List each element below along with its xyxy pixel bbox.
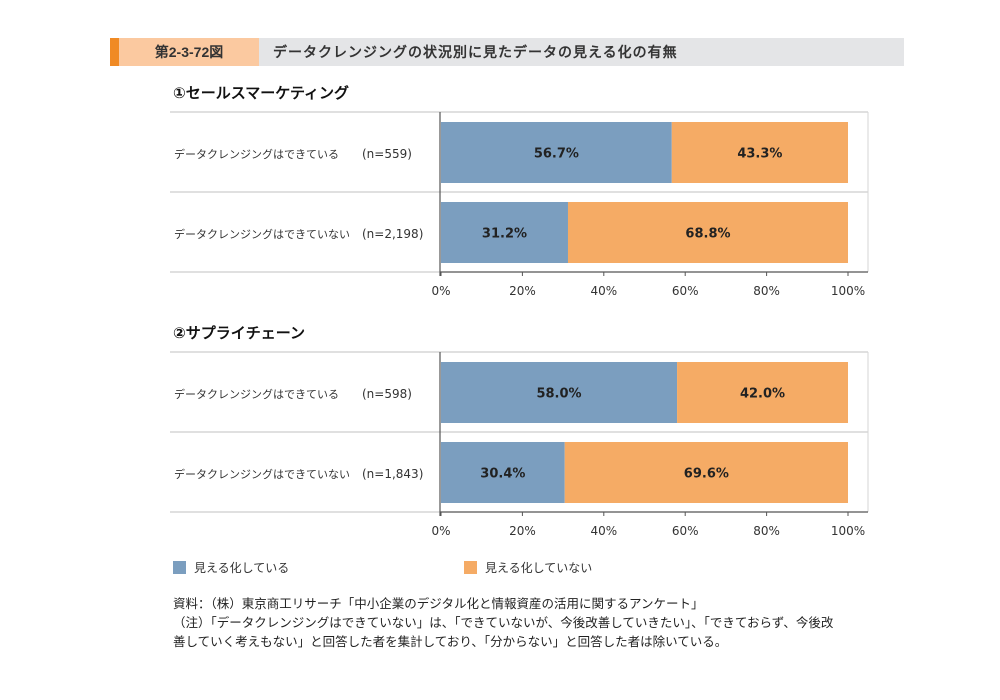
legend-swatch-visualized (173, 561, 186, 574)
sample-size-label: (n=598) (362, 387, 412, 401)
bar-segment (441, 122, 672, 183)
x-tick-label: 0% (431, 524, 450, 538)
category-label: データクレンジングはできていない (174, 227, 350, 241)
x-tick-label: 80% (753, 284, 780, 298)
bar-value-label: 68.8% (685, 227, 730, 242)
x-tick-label: 40% (590, 284, 617, 298)
chart-2-title: ②サプライチェーン (173, 324, 305, 342)
sample-size-label: (n=2,198) (362, 227, 423, 241)
category-label: データクレンジングはできている (174, 387, 339, 401)
x-tick-label: 20% (509, 284, 536, 298)
bar-value-label: 58.0% (536, 387, 581, 402)
x-tick-label: 0% (431, 284, 450, 298)
x-tick-label: 80% (753, 524, 780, 538)
x-tick-label: 60% (672, 284, 699, 298)
x-tick-label: 100% (831, 284, 865, 298)
category-label: データクレンジングはできている (174, 147, 339, 161)
legend-swatch-not-visualized (464, 561, 477, 574)
bar-value-label: 31.2% (482, 227, 527, 242)
figure-number: 第2-3-72図 (119, 38, 259, 66)
x-tick-label: 40% (590, 524, 617, 538)
x-tick-label: 100% (831, 524, 865, 538)
bar-segment (441, 202, 568, 263)
footnote-line-2: 善していく考えもない」と回答した者を集計しており、「分からない」と回答した者は除… (173, 634, 728, 649)
legend-item-visualized: 見える化している (173, 559, 289, 576)
bar-segment (671, 122, 848, 183)
legend-label-visualized: 見える化している (194, 561, 290, 575)
bar-value-label: 42.0% (740, 387, 785, 402)
bar-segment (564, 442, 848, 503)
x-tick-label: 20% (509, 524, 536, 538)
bar-segment (567, 202, 848, 263)
notes: 資料：（株）東京商工リサーチ「中小企業のデジタル化と情報資産の活用に関するアンケ… (173, 594, 873, 651)
footnote-line-1: （注）「データクレンジングはできていない」は、「できていないが、今後改善していき… (173, 615, 834, 630)
source-note: 資料：（株）東京商工リサーチ「中小企業のデジタル化と情報資産の活用に関するアンケ… (173, 596, 704, 611)
bar-value-label: 56.7% (534, 147, 579, 162)
chart-1-title: ①セールスマーケティング (173, 84, 350, 102)
bar-segment (677, 362, 848, 423)
bar-value-label: 30.4% (480, 467, 525, 482)
category-label: データクレンジングはできていない (174, 467, 350, 481)
bar-segment (441, 362, 678, 423)
legend-item-not-visualized: 見える化していない (464, 559, 592, 576)
bar-segment (441, 442, 565, 503)
bar-value-label: 69.6% (684, 467, 729, 482)
figure-title: データクレンジングの状況別に見たデータの見える化の有無 (273, 45, 678, 61)
bar-value-label: 43.3% (737, 147, 782, 162)
figure-accent-bar (110, 38, 119, 66)
sample-size-label: (n=1,843) (362, 467, 423, 481)
sample-size-label: (n=559) (362, 147, 412, 161)
figure-header: 第2-3-72図 データクレンジングの状況別に見たデータの見える化の有無 (110, 38, 904, 66)
legend-label-not-visualized: 見える化していない (485, 561, 593, 575)
x-tick-label: 60% (672, 524, 699, 538)
